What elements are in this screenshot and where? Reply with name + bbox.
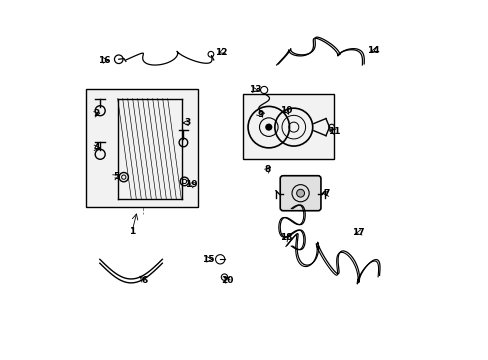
Text: 4: 4 <box>93 143 99 152</box>
Text: 17: 17 <box>352 228 365 237</box>
Bar <box>242 94 333 159</box>
Text: 20: 20 <box>221 276 233 285</box>
Text: 11: 11 <box>327 127 339 136</box>
Text: 5: 5 <box>113 172 119 181</box>
Text: 6: 6 <box>141 276 147 285</box>
Circle shape <box>296 189 304 197</box>
Text: 13: 13 <box>248 85 261 94</box>
Text: 7: 7 <box>323 189 329 198</box>
Text: 8: 8 <box>264 166 270 175</box>
Circle shape <box>264 123 272 131</box>
Text: 16: 16 <box>98 56 110 65</box>
Text: 12: 12 <box>215 48 227 57</box>
Text: 1: 1 <box>128 227 135 236</box>
FancyBboxPatch shape <box>280 176 320 211</box>
Text: 9: 9 <box>257 111 263 120</box>
Text: 10: 10 <box>280 106 292 115</box>
Text: 18: 18 <box>280 233 292 242</box>
Text: 14: 14 <box>367 46 379 55</box>
Text: 19: 19 <box>185 180 198 189</box>
Bar <box>85 89 198 207</box>
Text: 3: 3 <box>184 118 190 127</box>
Text: 15: 15 <box>202 255 215 264</box>
Text: 2: 2 <box>93 109 99 118</box>
